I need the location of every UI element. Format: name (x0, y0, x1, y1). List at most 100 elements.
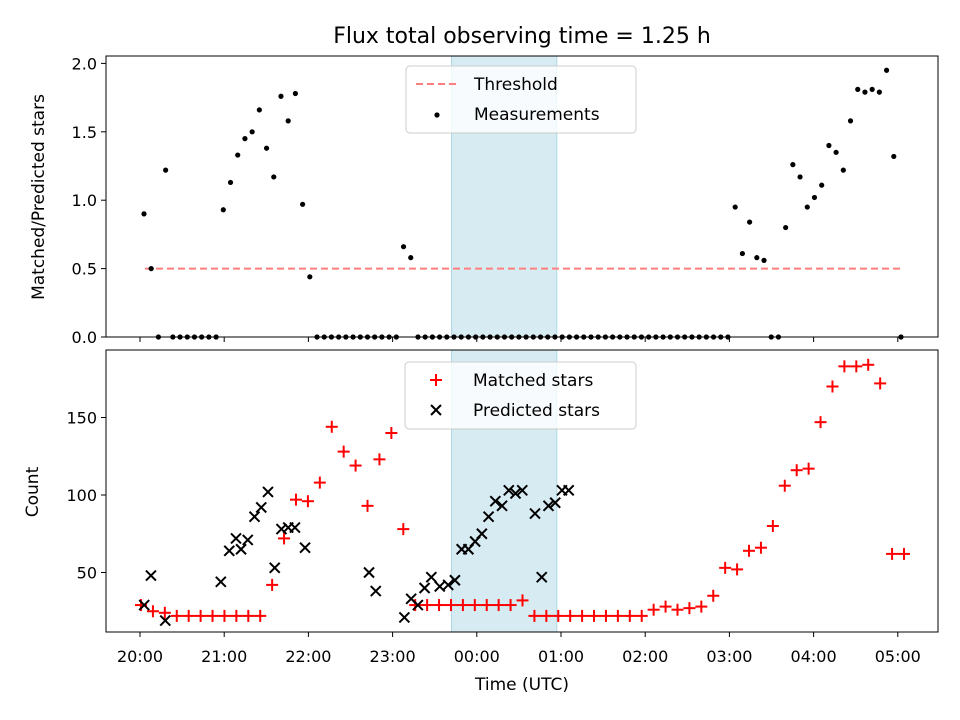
bottom-y-tick-label: 50 (77, 564, 97, 583)
matched-star-point (301, 495, 314, 508)
predicted-star-point (145, 569, 157, 582)
predicted-star-point (442, 579, 454, 591)
legend-threshold-label: Threshold (473, 75, 558, 95)
matched-star-point (504, 599, 517, 612)
predicted-star-point (425, 571, 438, 583)
matched-star-point (802, 462, 815, 475)
measurement-point (739, 250, 745, 257)
matched-star-point (719, 561, 732, 574)
predicted-star-point (262, 486, 274, 498)
matched-star-point (242, 609, 255, 622)
matched-star-point (814, 416, 827, 429)
x-tick-label: 02:00 (622, 647, 668, 666)
matched-star-point (754, 541, 767, 554)
matched-star-point (206, 609, 219, 622)
measurement-point (278, 93, 284, 99)
top-y-tick-label: 1.5 (72, 123, 97, 142)
top-y-tick-label: 0.0 (72, 328, 97, 347)
x-tick-label: 00:00 (454, 647, 500, 666)
measurement-point (256, 107, 262, 113)
measurement-point (242, 136, 248, 142)
measurement-point (797, 174, 803, 180)
measurement-point (732, 204, 738, 210)
predicted-star-point (363, 566, 375, 579)
measurement-point (235, 152, 241, 158)
predicted-star-point (215, 576, 227, 588)
matched-star-point (433, 599, 446, 612)
measurement-point (819, 182, 825, 188)
matched-star-point (552, 609, 565, 622)
matched-star-point (898, 547, 910, 560)
x-tick-label: 22:00 (285, 647, 331, 666)
matched-star-point (599, 609, 612, 622)
measurement-point (271, 174, 277, 180)
x-axis-label: Time (UTC) (474, 675, 569, 695)
measurement-point (220, 207, 226, 213)
matched-star-point (564, 609, 577, 622)
predicted-star-point (476, 528, 488, 540)
top-y-axis-label: Matched/Predicted stars (29, 94, 49, 300)
matched-star-point (766, 520, 779, 532)
matched-star-point (421, 599, 434, 612)
matched-star-point (540, 609, 553, 622)
matched-star-point (468, 599, 481, 612)
predicted-star-point (509, 487, 522, 500)
predicted-star-point (248, 510, 261, 523)
x-tick-label: 03:00 (706, 647, 752, 666)
matched-star-point (266, 578, 279, 591)
predicted-star-point (496, 500, 508, 512)
predicted-star-point (235, 543, 247, 555)
predicted-star-point (138, 599, 150, 611)
measurement-point (754, 255, 760, 261)
bottom-y-tick-label: 100 (66, 486, 97, 505)
matched-star-point (397, 523, 410, 536)
measurement-point (891, 153, 897, 160)
matched-star-point (325, 420, 338, 433)
top-panel: 0.00.51.01.52.0 Matched/Predicted stars … (29, 54, 939, 347)
measurement-point (300, 201, 306, 207)
predicted-star-point (159, 614, 171, 627)
x-tick-label: 20:00 (117, 647, 163, 666)
matched-star-point (313, 476, 326, 489)
legend-predicted-x-icon (430, 404, 442, 416)
matched-star-point (635, 609, 648, 622)
predicted-star-point (418, 582, 431, 594)
measurement-point (292, 90, 298, 97)
measurement-point (285, 118, 291, 124)
matched-star-point (707, 589, 720, 602)
x-tick-label: 23:00 (370, 647, 416, 666)
top-y-tick-label: 1.0 (72, 191, 97, 210)
matched-star-point (385, 427, 398, 439)
x-tick-label: 01:00 (538, 647, 584, 666)
matched-star-point (695, 600, 708, 613)
predicted-star-point (255, 501, 267, 514)
predicted-star-point (370, 585, 382, 597)
top-axes-frame (105, 55, 939, 338)
matched-star-point (349, 459, 362, 472)
matched-star-point (862, 358, 875, 371)
matched-star-point (778, 479, 791, 492)
measurement-point (847, 118, 854, 124)
matched-star-point (623, 609, 636, 622)
predicted-star-point (230, 532, 242, 545)
legend-predicted-label: Predicted stars (473, 401, 600, 421)
matched-star-point (230, 609, 243, 622)
matched-star-point (588, 609, 601, 622)
matched-star-point (492, 599, 505, 612)
legend-matched-label: Matched stars (473, 371, 593, 391)
predicted-star-point (289, 521, 301, 534)
measurement-point (747, 219, 753, 225)
bottom-panel: 50 100 150 20:00 21:00 22:00 23:00 00:00 01:00 0… (23, 349, 939, 695)
matched-star-point (731, 563, 744, 576)
predicted-star-point (299, 541, 311, 554)
bottom-axes-frame (105, 349, 939, 633)
matched-star-point (480, 599, 493, 612)
matched-star-point (826, 380, 839, 393)
matched-star-point (194, 609, 207, 622)
predicted-star-point (516, 484, 528, 497)
top-y-tick-label: 0.5 (72, 260, 97, 279)
top-y-tick-label: 2.0 (72, 54, 97, 73)
matched-star-point (790, 464, 803, 477)
legend-matched-plus-icon (430, 374, 442, 386)
